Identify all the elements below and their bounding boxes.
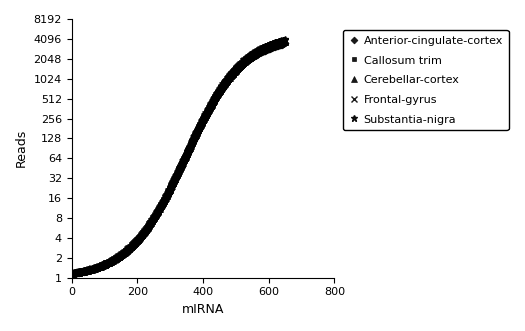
Substantia-nigra	[282, 38, 288, 42]
Y-axis label: Reads: Reads	[15, 129, 28, 167]
Substantia-nigra	[175, 170, 181, 174]
Cerebellar-cortex	[236, 65, 242, 69]
Anterior-cingulate-cortex	[206, 108, 212, 112]
Substantia-nigra	[281, 37, 288, 41]
Frontal-gyrus	[205, 107, 212, 111]
Anterior-cingulate-cortex	[217, 89, 224, 93]
Anterior-cingulate-cortex	[69, 271, 75, 275]
Callosum trim	[205, 108, 212, 112]
Callosum trim	[69, 272, 75, 276]
X-axis label: mIRNA: mIRNA	[182, 303, 224, 316]
Frontal-gyrus	[125, 247, 132, 251]
Callosum trim	[282, 40, 288, 44]
Anterior-cingulate-cortex	[175, 171, 181, 175]
Callosum trim	[217, 88, 223, 92]
Substantia-nigra	[69, 271, 75, 275]
Callosum trim	[174, 171, 181, 175]
Frontal-gyrus	[217, 88, 223, 92]
Cerebellar-cortex	[125, 247, 132, 251]
Frontal-gyrus	[69, 272, 75, 276]
Substantia-nigra	[126, 246, 132, 250]
Substantia-nigra	[217, 87, 224, 91]
Anterior-cingulate-cortex	[126, 247, 132, 251]
Anterior-cingulate-cortex	[282, 41, 288, 45]
Cerebellar-cortex	[280, 40, 287, 44]
Frontal-gyrus	[220, 83, 226, 87]
Anterior-cingulate-cortex	[71, 272, 77, 276]
Frontal-gyrus	[282, 39, 288, 43]
Callosum trim	[220, 84, 226, 88]
Cerebellar-cortex	[205, 108, 212, 112]
Cerebellar-cortex	[220, 84, 226, 88]
Substantia-nigra	[206, 106, 212, 110]
Substantia-nigra	[236, 63, 243, 67]
Frontal-gyrus	[174, 170, 181, 174]
Cerebellar-cortex	[174, 171, 181, 175]
Substantia-nigra	[69, 272, 76, 276]
Substantia-nigra	[220, 82, 226, 86]
Anterior-cingulate-cortex	[281, 41, 288, 45]
Callosum trim	[236, 66, 242, 70]
Line: Anterior-cingulate-cortex: Anterior-cingulate-cortex	[69, 41, 288, 276]
Line: Substantia-nigra: Substantia-nigra	[68, 36, 289, 277]
Frontal-gyrus	[236, 64, 242, 68]
Frontal-gyrus	[281, 39, 287, 43]
Anterior-cingulate-cortex	[236, 66, 243, 70]
Cerebellar-cortex	[69, 272, 75, 276]
Line: Frontal-gyrus: Frontal-gyrus	[69, 37, 288, 277]
Callosum trim	[125, 247, 132, 251]
Line: Cerebellar-cortex: Cerebellar-cortex	[69, 38, 288, 277]
Line: Callosum trim: Callosum trim	[69, 40, 288, 276]
Cerebellar-cortex	[282, 40, 288, 44]
Legend: Anterior-cingulate-cortex, Callosum trim, Cerebellar-cortex, Frontal-gyrus, Subs: Anterior-cingulate-cortex, Callosum trim…	[342, 30, 509, 130]
Anterior-cingulate-cortex	[220, 85, 226, 89]
Cerebellar-cortex	[217, 88, 223, 92]
